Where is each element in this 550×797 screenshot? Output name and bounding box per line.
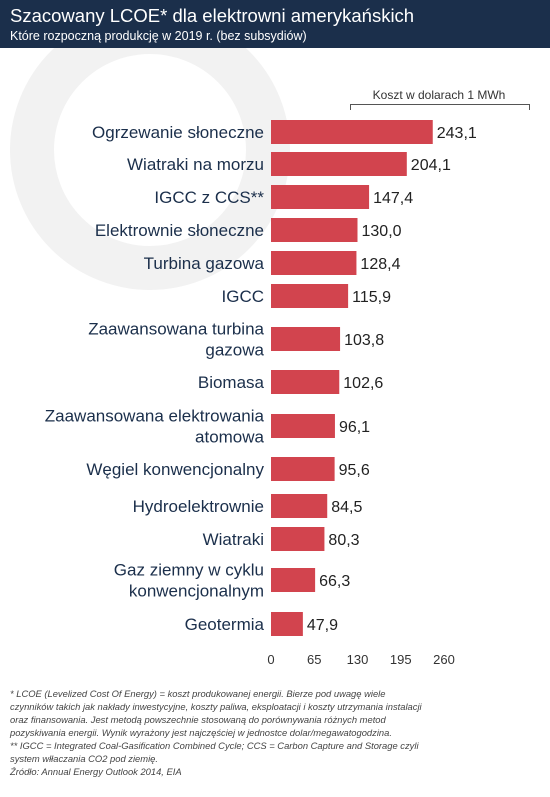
x-tick-label: 0 — [267, 652, 274, 667]
category-label: Geotermia — [185, 615, 265, 634]
bar — [271, 612, 303, 636]
footnotes: * LCOE (Levelized Cost Of Energy) = kosz… — [10, 687, 540, 778]
footnote-line: pozyskiwania energii. Wynik wyrażony jes… — [10, 727, 392, 738]
data-label: 102,6 — [343, 375, 383, 392]
category-label: IGCC — [222, 287, 265, 306]
bar — [271, 218, 358, 242]
category-label: Wiatraki na morzu — [127, 155, 264, 174]
bar — [271, 494, 328, 518]
unit-label-tick-left — [350, 104, 351, 110]
data-label: 95,6 — [339, 462, 370, 479]
category-label: Biomasa — [198, 373, 265, 392]
bar — [271, 327, 341, 351]
footnote-line: czynników takich jak nakłady inwestycyjn… — [10, 701, 422, 712]
category-label: atomowa — [195, 428, 265, 447]
data-label: 47,9 — [307, 617, 338, 634]
category-label: Wiatraki — [203, 530, 264, 549]
x-tick-label: 260 — [433, 652, 455, 667]
bar — [271, 120, 433, 144]
bar — [271, 185, 370, 209]
chart-title: Szacowany LCOE* dla elektrowni amerykańs… — [10, 5, 415, 26]
x-tick-label: 65 — [307, 652, 321, 667]
data-label: 115,9 — [352, 289, 391, 306]
chart-subtitle: Które rozpoczną produkcję w 2019 r. (bez… — [10, 29, 307, 43]
bar — [271, 527, 325, 551]
data-label: 80,3 — [328, 532, 359, 549]
unit-label-tick-right — [529, 104, 530, 110]
unit-label-rule — [350, 104, 530, 105]
category-label: IGCC z CCS** — [154, 188, 264, 207]
bar — [271, 457, 335, 481]
header-banner: Szacowany LCOE* dla elektrowni amerykańs… — [0, 0, 550, 48]
category-label: Turbina gazowa — [144, 254, 265, 273]
bar — [271, 284, 349, 308]
category-label: Hydroelektrownie — [133, 497, 264, 516]
bar — [271, 370, 340, 394]
category-label: Zaawansowana turbina — [88, 320, 264, 339]
category-label: Węgiel konwencjonalny — [86, 460, 264, 479]
data-label: 103,8 — [344, 332, 384, 349]
data-label: 128,4 — [360, 256, 400, 273]
bar — [271, 251, 357, 275]
x-tick-label: 130 — [347, 652, 369, 667]
bar — [271, 414, 335, 438]
category-label: konwencjonalnym — [129, 582, 264, 601]
data-label: 204,1 — [411, 157, 451, 174]
source-line: Źródło: Annual Energy Outlook 2014, EIA — [10, 766, 182, 777]
unit-label: Koszt w dolarach 1 MWh — [372, 88, 506, 102]
footnote-line: ** IGCC = Integrated Coal-Gasification C… — [10, 740, 419, 751]
data-label: 96,1 — [339, 419, 370, 436]
bar — [271, 568, 316, 592]
data-label: 130,0 — [362, 223, 402, 240]
category-label: Elektrownie słoneczne — [95, 221, 264, 240]
category-label: Gaz ziemny w cyklu — [114, 561, 264, 580]
footnote-line: system włłaczania CO2 pod ziemię. — [10, 753, 158, 764]
category-label: gazowa — [205, 341, 264, 360]
data-label: 84,5 — [331, 499, 362, 516]
data-label: 66,3 — [319, 573, 350, 590]
category-label: Zaawansowana elektrowania — [45, 407, 265, 426]
x-tick-label: 195 — [390, 652, 412, 667]
footnote-line: * LCOE (Levelized Cost Of Energy) = kosz… — [10, 688, 386, 699]
bar-chart: 243,1 Ogrzewanie słoneczne 204,1 Wiatraki n… — [45, 120, 477, 667]
data-label: 147,4 — [373, 190, 413, 207]
data-label: 243,1 — [437, 125, 477, 142]
category-label: Ogrzewanie słoneczne — [92, 123, 264, 142]
bar — [271, 152, 407, 176]
footnote-line: oraz finansowania. Jest metodą powszechn… — [10, 714, 386, 725]
